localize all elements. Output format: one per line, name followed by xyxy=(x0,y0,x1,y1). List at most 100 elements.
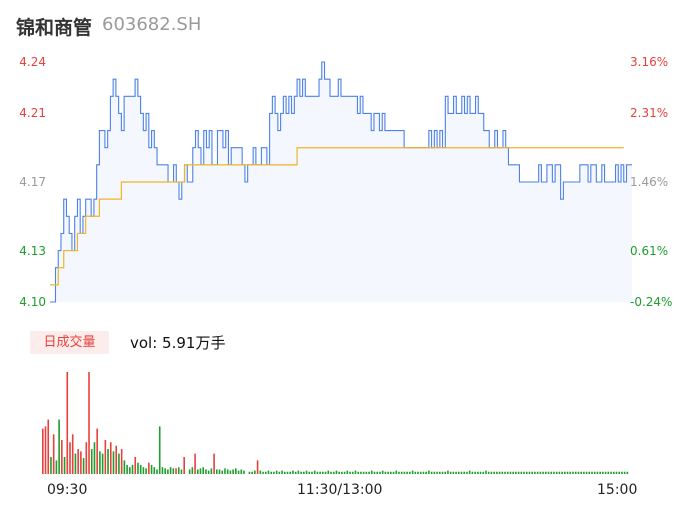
volume-bar xyxy=(330,471,332,474)
volume-bar xyxy=(379,471,381,474)
volume-bar xyxy=(422,471,425,474)
volume-bar xyxy=(564,471,566,474)
volume-bar xyxy=(42,428,44,474)
volume-bar xyxy=(202,467,205,474)
volume-bar xyxy=(419,471,422,474)
volume-bar xyxy=(449,471,452,474)
volume-bar xyxy=(547,471,550,474)
daily-volume-tab[interactable]: 日成交量 xyxy=(30,331,109,354)
volume-bar xyxy=(365,471,368,474)
volume-bar xyxy=(593,471,596,474)
y-tick-left: 4.13 xyxy=(19,243,46,258)
volume-bar xyxy=(205,469,207,474)
volume-bar xyxy=(468,470,471,474)
volume-bar xyxy=(148,462,150,474)
volume-bar xyxy=(501,471,504,474)
y-tick-left: 4.17 xyxy=(19,175,46,189)
volume-bar xyxy=(90,449,93,474)
volume-bar xyxy=(188,469,191,474)
volume-bar xyxy=(428,470,430,474)
volume-bar xyxy=(550,471,553,474)
volume-bar xyxy=(354,470,357,474)
volume-bar xyxy=(207,470,210,474)
volume-bar xyxy=(254,470,256,474)
volume-bar xyxy=(273,471,275,474)
volume-bar xyxy=(574,471,577,474)
volume-bar xyxy=(93,442,96,474)
volume-bar xyxy=(444,471,447,474)
volume-bar xyxy=(509,471,512,474)
volume-bar xyxy=(88,372,90,474)
volume-bar xyxy=(569,471,572,474)
volume-bar xyxy=(390,471,392,474)
y-tick-right: -0.24% xyxy=(630,295,673,309)
volume-bar xyxy=(316,471,319,474)
volume-bar xyxy=(237,470,240,474)
volume-bar xyxy=(47,419,50,474)
volume-bar xyxy=(351,471,354,474)
volume-bar xyxy=(387,471,389,474)
volume-bar xyxy=(199,468,202,474)
volume-bar xyxy=(131,464,134,474)
volume-bar xyxy=(82,458,85,474)
volume-bar xyxy=(289,471,292,474)
volume-bar xyxy=(403,471,406,474)
volume-bar xyxy=(235,468,237,474)
volume-bar xyxy=(528,471,531,474)
volume-bar xyxy=(555,471,558,474)
volume-bar xyxy=(262,471,264,474)
volume-bar xyxy=(553,471,555,474)
volume-bar xyxy=(360,471,362,474)
volume-bar xyxy=(267,470,270,474)
volume-bar xyxy=(256,460,259,474)
volume-bar xyxy=(311,471,313,474)
y-tick-left: 4.24 xyxy=(19,55,46,69)
price-area xyxy=(50,62,632,302)
volume-bar xyxy=(506,471,509,474)
volume-bar xyxy=(370,470,373,474)
volume-bar xyxy=(158,426,161,474)
stock-name: 锦和商管 xyxy=(16,17,93,39)
volume-bar xyxy=(349,471,351,474)
volume-bar xyxy=(457,471,460,474)
avg-price-line xyxy=(50,147,624,286)
volume-bar xyxy=(531,471,534,474)
volume-bar xyxy=(544,471,547,474)
volume-bar xyxy=(221,470,224,474)
volume-bar xyxy=(441,471,444,474)
volume-bar xyxy=(305,470,308,474)
volume-bar xyxy=(430,471,433,474)
volume-bar xyxy=(572,471,574,474)
volume-bar xyxy=(362,471,365,474)
volume-bar xyxy=(368,471,370,474)
volume-bar xyxy=(558,471,561,474)
volume-bar xyxy=(487,471,490,474)
volume-bar xyxy=(395,470,398,474)
volume-bar xyxy=(335,470,338,474)
volume-bar xyxy=(216,469,218,474)
volume-bar xyxy=(411,470,414,474)
volume-bar xyxy=(99,451,101,474)
volume-bar xyxy=(240,469,243,474)
volume-readout: vol: 5.91万手 xyxy=(130,334,226,352)
volume-bar xyxy=(172,468,175,474)
volume-bar xyxy=(169,467,172,474)
volume-bar xyxy=(596,471,599,474)
volume-bar xyxy=(129,467,131,474)
volume-bar xyxy=(612,471,615,474)
volume-bar xyxy=(120,449,123,474)
volume-bar xyxy=(118,453,120,474)
volume-bar xyxy=(77,449,79,474)
volume-panel xyxy=(42,372,629,474)
volume-bar xyxy=(248,471,251,474)
volume-bar xyxy=(615,471,618,474)
volume-bar xyxy=(243,470,245,474)
volume-bar xyxy=(58,419,60,474)
volume-bar xyxy=(357,471,360,474)
volume-bar xyxy=(112,451,115,474)
volume-bar xyxy=(455,471,457,474)
volume-bar xyxy=(338,471,340,474)
volume-bar xyxy=(479,471,482,474)
volume-bar xyxy=(153,467,156,474)
volume-bar xyxy=(275,470,278,474)
